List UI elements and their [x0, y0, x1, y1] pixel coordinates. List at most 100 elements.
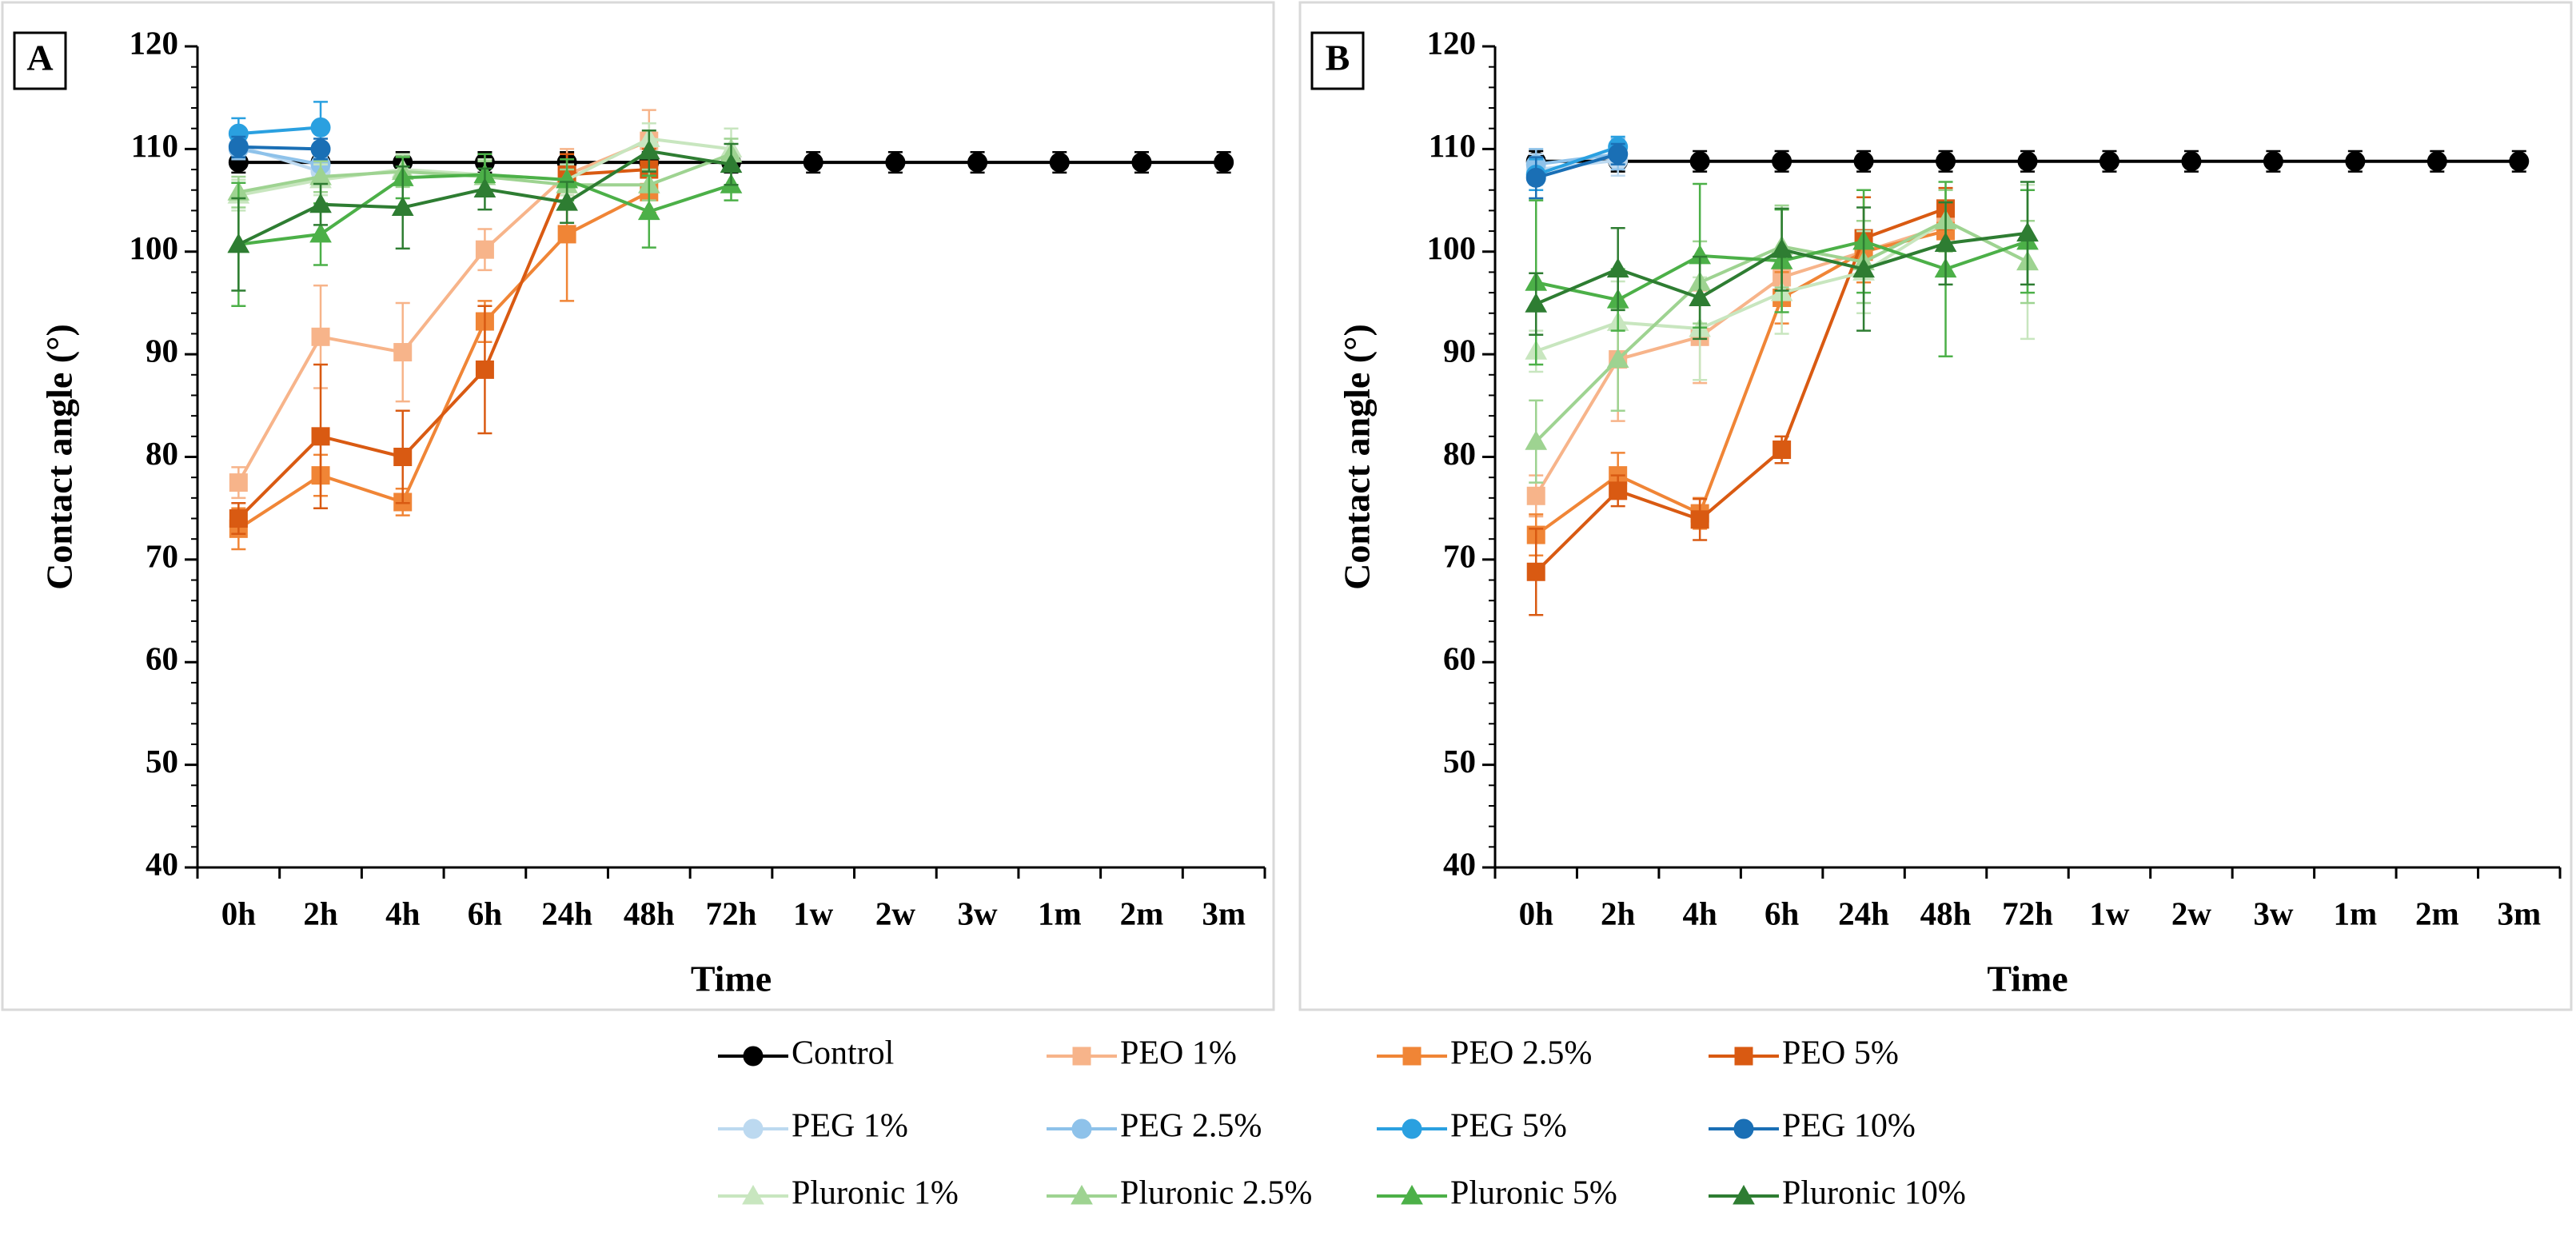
legend-label: PEO 2.5% — [1450, 1035, 1592, 1072]
data-point — [1526, 562, 1545, 581]
x-tick-label: 2w — [2171, 895, 2212, 931]
data-point — [1608, 144, 1629, 165]
data-point — [475, 240, 494, 259]
x-tick-label: 1m — [1038, 895, 1082, 931]
data-point — [1689, 151, 1710, 172]
legend-label: Pluronic 1% — [792, 1175, 959, 1212]
x-tick-label: 0h — [1519, 895, 1554, 931]
legend-marker — [1402, 1118, 1422, 1139]
series-line — [237, 139, 650, 484]
y-axis-label: Contact angle (°) — [1337, 324, 1378, 590]
data-point — [556, 191, 578, 211]
legend-marker — [743, 1046, 764, 1067]
panel-label: B — [1326, 38, 1350, 78]
y-tick-label: 100 — [1427, 229, 1477, 266]
x-tick-label: 3w — [958, 895, 999, 931]
x-tick-label: 48h — [1920, 895, 1972, 931]
legend-label: Pluronic 2.5% — [1120, 1175, 1312, 1212]
data-point — [473, 177, 496, 197]
y-tick-label: 60 — [1443, 640, 1476, 677]
y-tick-label: 90 — [146, 333, 178, 369]
legend-marker — [1072, 1047, 1091, 1066]
data-point — [1131, 152, 1152, 173]
legend-label: PEO 1% — [1120, 1035, 1237, 1072]
x-tick-label: 2m — [2415, 895, 2459, 931]
y-tick-label: 50 — [1443, 743, 1476, 779]
series-line — [1534, 224, 1947, 497]
data-point — [228, 137, 249, 157]
x-tick-label: 24h — [1838, 895, 1889, 931]
y-tick-label: 90 — [1443, 333, 1476, 369]
data-point — [2426, 151, 2447, 172]
data-point — [1936, 151, 1956, 172]
legend-label: PEG 1% — [792, 1108, 908, 1145]
x-tick-label: 72h — [2002, 895, 2053, 931]
y-axis-label: Contact angle (°) — [39, 324, 80, 590]
legend-marker — [743, 1118, 764, 1139]
x-tick-label: 48h — [624, 895, 675, 931]
data-point — [1606, 257, 1629, 278]
y-tick-label: 100 — [130, 229, 179, 266]
data-point — [311, 327, 330, 346]
series-line — [238, 126, 321, 136]
y-tick-label: 120 — [1427, 24, 1477, 61]
series-line — [238, 145, 321, 151]
x-tick-label: 3m — [2497, 895, 2541, 931]
data-point — [310, 117, 331, 138]
series-line — [1535, 229, 1947, 536]
y-tick-label: 60 — [146, 640, 178, 677]
x-tick-label: 6h — [468, 895, 503, 931]
data-point — [2181, 151, 2202, 172]
x-tick-label: 4h — [1682, 895, 1717, 931]
data-point — [637, 139, 660, 160]
data-point — [967, 152, 988, 173]
data-point — [1689, 286, 1712, 307]
legend-marker — [1071, 1118, 1092, 1139]
x-tick-label: 2h — [1601, 895, 1636, 931]
x-axis-label: Time — [1987, 959, 2068, 999]
panel-label: A — [26, 38, 53, 78]
panel-frame — [1, 1, 1275, 1011]
legend-marker — [742, 1184, 764, 1205]
legend-marker — [1401, 1184, 1423, 1205]
data-point — [1934, 232, 1957, 252]
data-point — [2263, 151, 2283, 172]
data-point — [393, 343, 413, 362]
x-tick-label: 4h — [385, 895, 421, 931]
x-tick-label: 1w — [2089, 895, 2130, 931]
data-point — [1772, 151, 1792, 172]
y-tick-label: 120 — [130, 24, 179, 61]
y-tick-label: 110 — [1429, 127, 1476, 164]
data-point — [720, 153, 743, 173]
data-point — [885, 152, 906, 173]
data-point — [311, 427, 330, 446]
y-tick-label: 70 — [146, 537, 178, 574]
series-line — [1534, 206, 1947, 573]
legend-label: PEO 5% — [1782, 1035, 1899, 1072]
data-point — [1772, 441, 1792, 460]
legend-marker — [1733, 1118, 1754, 1139]
data-point — [1526, 486, 1545, 505]
data-point — [1049, 152, 1070, 173]
data-point — [2017, 151, 2038, 172]
x-tick-label: 3m — [1202, 895, 1246, 931]
data-point — [227, 233, 250, 253]
data-point — [393, 448, 413, 466]
data-point — [309, 193, 332, 213]
data-point — [229, 509, 248, 528]
legend-marker — [1733, 1184, 1755, 1205]
panel-label-box — [1310, 31, 1365, 90]
legend-label: Control — [792, 1035, 894, 1072]
legend-marker — [1402, 1047, 1422, 1066]
x-tick-label: 24h — [541, 895, 592, 931]
x-tick-label: 2m — [1120, 895, 1164, 931]
y-tick-label: 80 — [1443, 435, 1476, 472]
y-tick-label: 70 — [1443, 537, 1476, 574]
x-tick-label: 2w — [875, 895, 916, 931]
x-tick-label: 1w — [793, 895, 834, 931]
panel-frame — [1298, 1, 2573, 1011]
data-point — [1853, 151, 1874, 172]
x-tick-label: 1m — [2334, 895, 2378, 931]
series-line — [237, 147, 321, 166]
